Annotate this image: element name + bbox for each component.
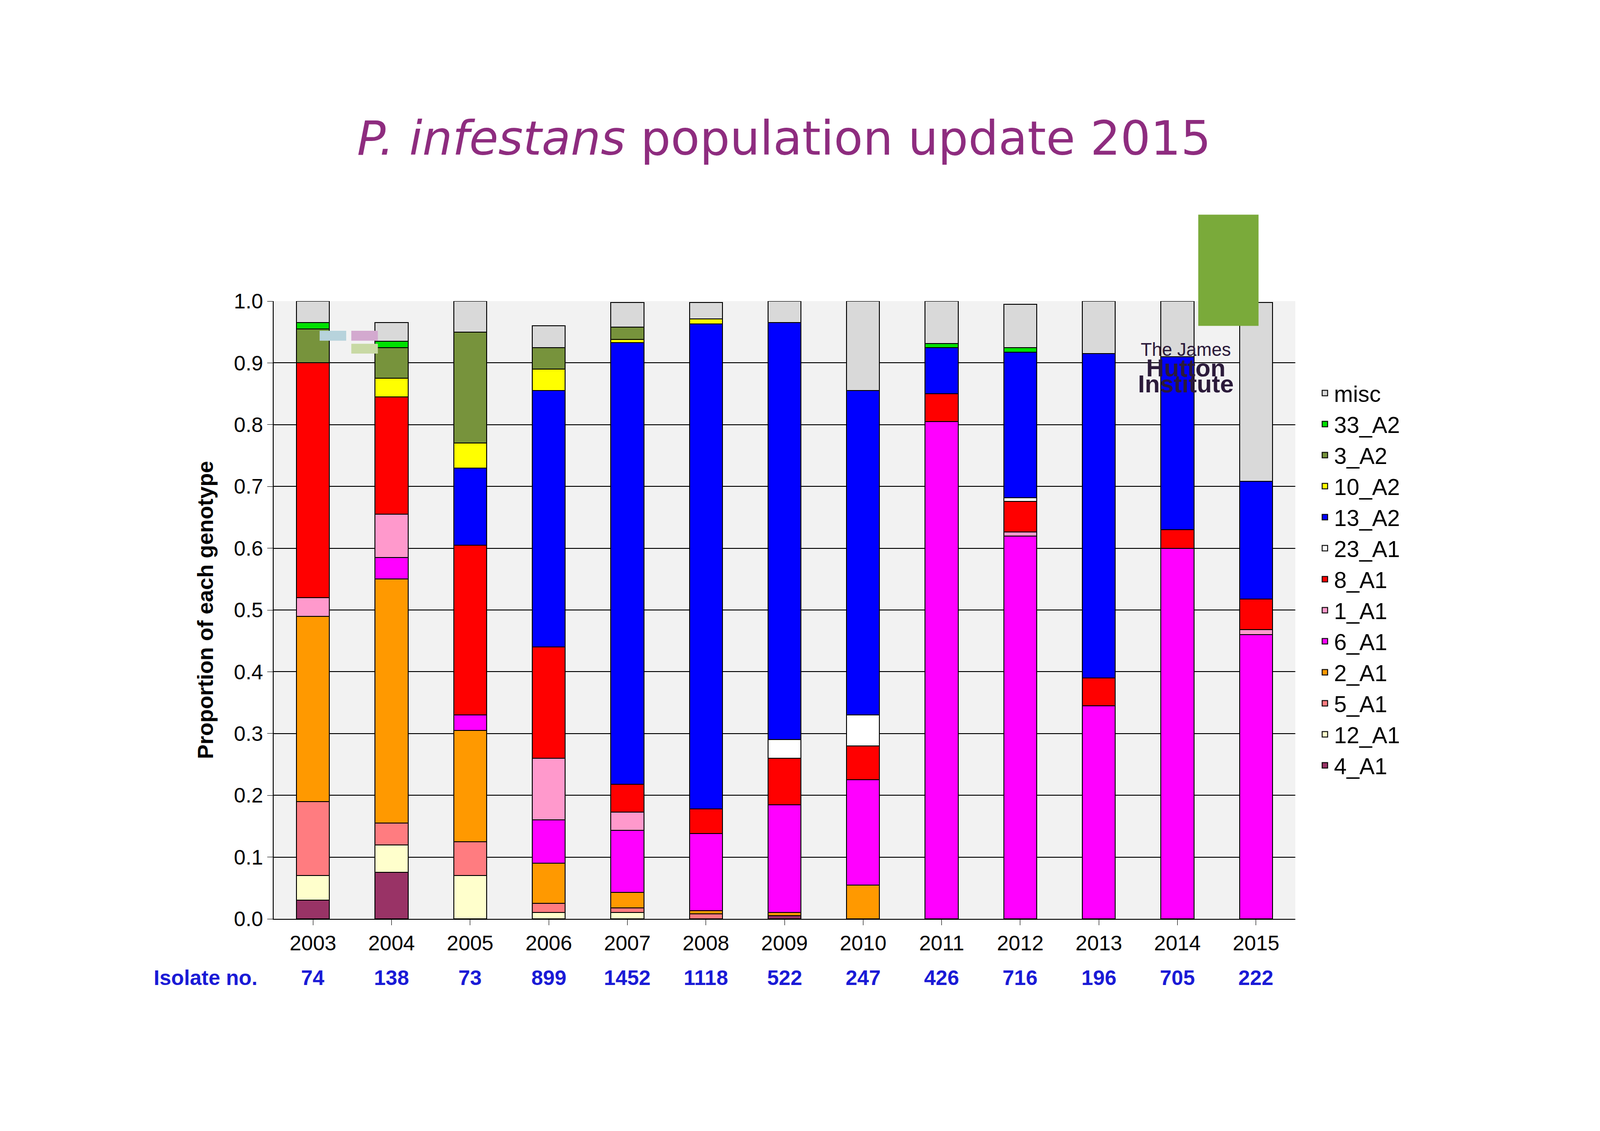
svg-text:2007: 2007: [603, 930, 651, 955]
svg-text:0.9: 0.9: [233, 351, 264, 375]
svg-text:Proportion of each genotype: Proportion of each genotype: [193, 460, 218, 759]
svg-text:33_A2: 33_A2: [1334, 412, 1401, 438]
svg-text:138: 138: [374, 965, 410, 990]
svg-text:13_A2: 13_A2: [1334, 505, 1401, 531]
svg-text:2006: 2006: [525, 930, 572, 955]
svg-text:2005: 2005: [446, 930, 494, 955]
svg-text:0.5: 0.5: [233, 597, 264, 622]
svg-text:1118: 1118: [683, 965, 728, 990]
svg-text:0.8: 0.8: [233, 412, 264, 437]
svg-text:0.4: 0.4: [233, 659, 264, 684]
svg-text:6_A1: 6_A1: [1334, 629, 1388, 655]
svg-text:23_A1: 23_A1: [1334, 536, 1401, 562]
svg-text:247: 247: [845, 965, 881, 990]
svg-text:4_A1: 4_A1: [1334, 753, 1388, 780]
svg-text:74: 74: [301, 965, 325, 990]
svg-text:0.7: 0.7: [233, 474, 264, 499]
svg-text:3_A2: 3_A2: [1334, 443, 1388, 469]
svg-text:2012: 2012: [997, 930, 1044, 955]
svg-text:2014: 2014: [1153, 930, 1201, 955]
svg-text:0.3: 0.3: [233, 721, 264, 746]
svg-text:0.2: 0.2: [233, 783, 264, 807]
svg-text:1.0: 1.0: [233, 289, 264, 313]
svg-text:Institute: Institute: [1137, 369, 1234, 398]
svg-text:0.6: 0.6: [233, 536, 264, 561]
svg-text:2013: 2013: [1075, 930, 1123, 955]
svg-text:0.0: 0.0: [233, 906, 264, 931]
svg-text:2010: 2010: [839, 930, 887, 955]
svg-text:73: 73: [458, 965, 482, 990]
svg-text:2008: 2008: [682, 930, 730, 955]
svg-text:1_A1: 1_A1: [1334, 598, 1388, 624]
svg-text:10_A2: 10_A2: [1334, 474, 1401, 500]
svg-text:P. infestans population update: P. infestans population update 2015: [357, 110, 1211, 167]
svg-text:0.1: 0.1: [233, 845, 264, 869]
svg-text:2003: 2003: [289, 930, 337, 955]
svg-text:Isolate no.: Isolate no.: [153, 965, 258, 990]
svg-text:2009: 2009: [761, 930, 808, 955]
svg-text:426: 426: [924, 965, 960, 990]
svg-text:The James: The James: [1140, 339, 1232, 360]
svg-text:1452: 1452: [603, 965, 651, 990]
svg-text:522: 522: [767, 965, 803, 990]
svg-text:2004: 2004: [368, 930, 415, 955]
svg-text:misc: misc: [1334, 381, 1382, 407]
svg-text:Hutton: Hutton: [1146, 353, 1226, 382]
svg-text:2015: 2015: [1232, 930, 1280, 955]
svg-text:8_A1: 8_A1: [1334, 567, 1388, 593]
svg-text:5_A1: 5_A1: [1334, 691, 1388, 717]
svg-text:222: 222: [1238, 965, 1274, 990]
svg-text:2_A1: 2_A1: [1334, 660, 1388, 686]
svg-text:716: 716: [1002, 965, 1038, 990]
svg-text:899: 899: [531, 965, 567, 990]
svg-text:2011: 2011: [919, 930, 965, 955]
svg-text:196: 196: [1081, 965, 1117, 990]
svg-text:12_A1: 12_A1: [1334, 722, 1401, 749]
svg-text:705: 705: [1159, 965, 1195, 990]
